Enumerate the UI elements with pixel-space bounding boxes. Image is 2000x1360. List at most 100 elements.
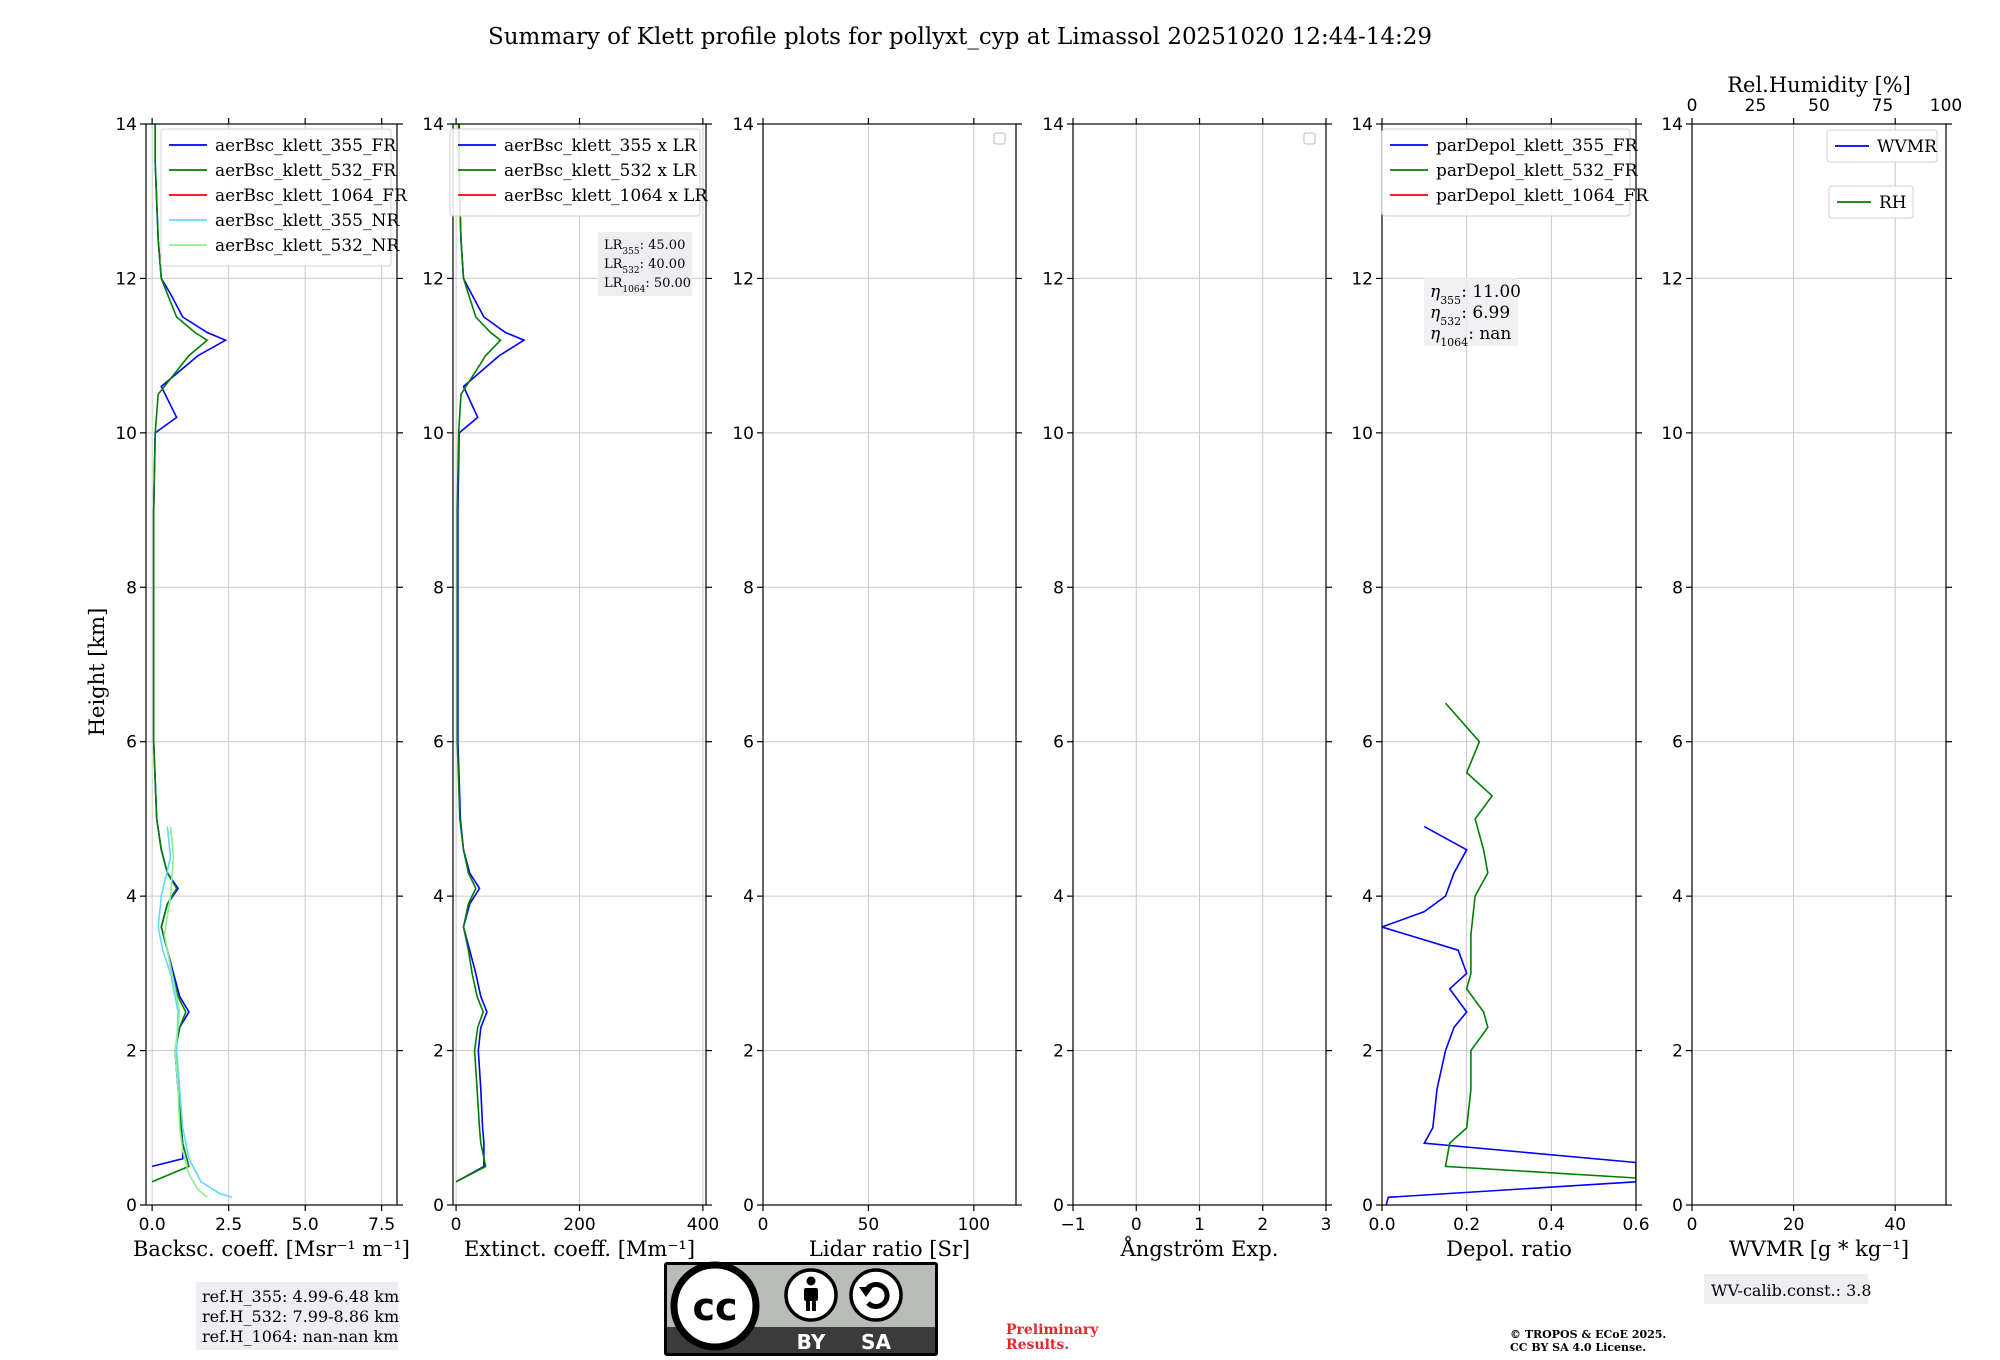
- xtick-label: 2: [1257, 1215, 1268, 1235]
- xtick-label: 0: [1131, 1215, 1142, 1235]
- top-xtick-label: 50: [1808, 96, 1830, 116]
- empty-legend-box: [1303, 132, 1316, 145]
- ytick-label: 6: [743, 733, 754, 753]
- y-axis-label: Height [km]: [85, 608, 109, 737]
- refbox-line-532: ref.H_532: 7.99-8.86 km: [202, 1307, 399, 1326]
- legend-entry: aerBsc_klett_355_FR: [215, 136, 397, 156]
- series-group-depol: [1382, 702, 1636, 1205]
- ytick-label: 4: [1362, 887, 1373, 907]
- ytick-label: 4: [126, 887, 137, 907]
- xtick-label: 0: [1687, 1215, 1698, 1235]
- legend-entry: RH: [1879, 193, 1907, 213]
- legend-entry: aerBsc_klett_532_NR: [215, 236, 400, 256]
- figure-title: Summary of Klett profile plots for polly…: [488, 24, 1432, 50]
- ytick-label: 4: [1672, 887, 1683, 907]
- wv-calib-box: WV-calib.const.: 3.8: [1704, 1274, 1872, 1304]
- eta-annotation-line: η1064: nan: [1430, 324, 1511, 349]
- ytick-label: 2: [1672, 1042, 1683, 1062]
- xtick-label: 200: [563, 1215, 595, 1235]
- xaxis-label-lidar_ratio: Lidar ratio [Sr]: [809, 1237, 970, 1261]
- ytick-label: 6: [126, 733, 137, 753]
- grid-wvmr: [1692, 124, 1946, 1206]
- share-alike-icon: [849, 1268, 903, 1322]
- xtick-label: 2.5: [215, 1215, 242, 1235]
- legend-entry: aerBsc_klett_532_FR: [215, 161, 397, 181]
- ytick-label: 0: [126, 1196, 137, 1216]
- copyright-line-1: © TROPOS & ECoE 2025.: [1510, 1328, 1666, 1341]
- xtick-label: 5.0: [292, 1215, 319, 1235]
- ytick-label: 12: [1351, 269, 1373, 289]
- ytick-label: 8: [126, 578, 137, 598]
- xaxis-label-angstrom: Ångström Exp.: [1120, 1236, 1279, 1261]
- legend-entry: parDepol_klett_355_FR: [1436, 136, 1639, 156]
- refbox-line-1064: ref.H_1064: nan-nan km: [202, 1327, 398, 1346]
- xtick-label: 20: [1783, 1215, 1805, 1235]
- xtick-label: 100: [958, 1215, 990, 1235]
- grid-angstrom: [1073, 124, 1326, 1206]
- xtick-label: 0: [451, 1215, 462, 1235]
- ytick-label: 10: [1351, 424, 1373, 444]
- ytick-label: 8: [1053, 578, 1064, 598]
- legend-box-extinction: [449, 128, 701, 217]
- reference-height-box: ref.H_355: 4.99-6.48 km ref.H_532: 7.99-…: [196, 1282, 399, 1350]
- frame-wvmr: [1691, 123, 1947, 1206]
- legend-entry: aerBsc_klett_1064_FR: [215, 186, 408, 206]
- series-line-aerBsc_klett_355_FR: [151, 124, 228, 1168]
- xtick-label: 7.5: [368, 1215, 395, 1235]
- empty-legend-box: [993, 132, 1006, 145]
- lr-annotation-line: LR532: 40.00: [604, 257, 685, 276]
- legend-entry: parDepol_klett_532_FR: [1436, 161, 1639, 181]
- badge-by-label: BY: [797, 1330, 826, 1354]
- ytick-label: 2: [743, 1042, 754, 1062]
- ytick-label: 2: [1053, 1042, 1064, 1062]
- series-line-aerBsc_klett_355_NR: [157, 826, 232, 1199]
- ytick-label: 4: [1053, 887, 1064, 907]
- preliminary-line-1: Preliminary: [1006, 1322, 1099, 1338]
- xtick-label: 0.6: [1622, 1215, 1649, 1235]
- ytick-label: 14: [115, 115, 137, 135]
- ytick-label: 12: [732, 269, 754, 289]
- ytick-label: 14: [1042, 115, 1064, 135]
- series-line-aerBsc_klett_532 x LR: [455, 124, 502, 1183]
- legend-box-wvmr: [1826, 129, 1938, 163]
- preliminary-line-2: Results.: [1006, 1337, 1069, 1353]
- ytick-label: 2: [1362, 1042, 1373, 1062]
- series-line-aerBsc_klett_532_NR: [163, 826, 208, 1198]
- attribution-icon: [784, 1268, 838, 1322]
- xaxis-label-extinction: Extinct. coeff. [Mm⁻¹]: [464, 1237, 695, 1261]
- frame-backscatter: [145, 123, 398, 1206]
- ytick-label: 14: [732, 115, 754, 135]
- eta-annotation-line: η355: 11.00: [1430, 282, 1521, 307]
- ytick-label: 10: [422, 424, 444, 444]
- series-line-parDepol_klett_355_FR: [1382, 825, 1636, 1205]
- legend-entry: parDepol_klett_1064_FR: [1436, 186, 1649, 206]
- refbox-line-355: ref.H_355: 4.99-6.48 km: [202, 1287, 399, 1306]
- ytick-label: 2: [126, 1042, 137, 1062]
- ytick-label: 0: [1672, 1196, 1683, 1216]
- xtick-label: 3: [1321, 1215, 1332, 1235]
- ytick-label: 10: [115, 424, 137, 444]
- cc-logo-icon: cc: [670, 1261, 760, 1351]
- eta-annotation-box: [1424, 278, 1518, 346]
- ytick-label: 12: [115, 269, 137, 289]
- legend-entry: aerBsc_klett_1064 x LR: [504, 186, 708, 206]
- top-xtick-label: 100: [1930, 96, 1962, 116]
- ytick-label: 8: [1362, 578, 1373, 598]
- ytick-label: 8: [433, 578, 444, 598]
- xaxis-label-wvmr: WVMR [g * kg⁻¹]: [1729, 1237, 1909, 1261]
- ytick-label: 0: [743, 1196, 754, 1216]
- ytick-label: 4: [433, 887, 444, 907]
- panel-depol: 0 2 4 6 8 10 12 14 0.0 0.2 0.4 0.6 Depol. ratio parDe…: [1351, 115, 1649, 1261]
- ytick-label: 12: [1042, 269, 1064, 289]
- legend-entry: WVMR: [1877, 137, 1938, 157]
- ytick-label: 0: [433, 1196, 444, 1216]
- series-line-aerBsc_klett_532_FR: [151, 124, 209, 1183]
- ytick-label: 0: [1053, 1196, 1064, 1216]
- top-xtick-label: 75: [1872, 96, 1894, 116]
- xtick-label: 50: [858, 1215, 880, 1235]
- xtick-label: 0.2: [1453, 1215, 1480, 1235]
- wv-calib-text: WV-calib.const.: 3.8: [1711, 1281, 1872, 1300]
